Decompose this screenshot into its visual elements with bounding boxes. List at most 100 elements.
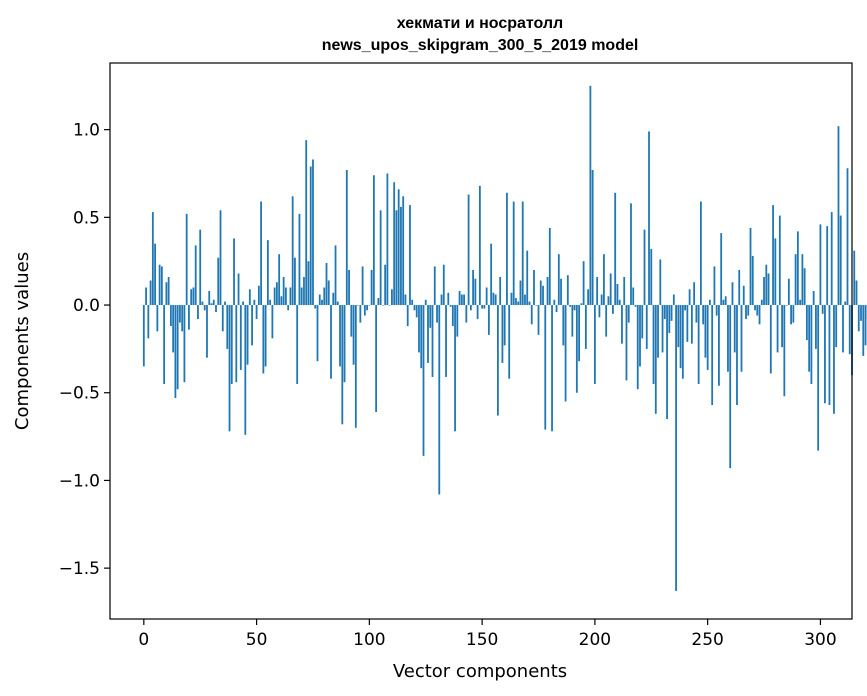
- bar: [555, 305, 558, 313]
- bar: [179, 305, 181, 323]
- bar: [648, 131, 650, 306]
- bar: [359, 305, 362, 323]
- bar: [817, 305, 820, 451]
- bar: [783, 305, 786, 397]
- bar: [596, 276, 599, 306]
- bar: [201, 301, 204, 306]
- bar: [393, 182, 396, 306]
- bar: [803, 268, 806, 306]
- bar: [228, 305, 231, 432]
- bar: [474, 278, 477, 306]
- bar: [203, 305, 206, 311]
- bar: [519, 280, 522, 306]
- bar: [792, 305, 795, 323]
- x-tick-label: 150: [466, 630, 498, 650]
- bar: [684, 305, 686, 311]
- bar: [512, 201, 515, 306]
- bar: [463, 294, 465, 306]
- bar: [291, 196, 294, 306]
- bar: [366, 305, 368, 311]
- bar: [767, 273, 770, 306]
- bar: [747, 305, 750, 316]
- bar: [546, 276, 549, 306]
- bar: [251, 305, 253, 346]
- bar: [469, 305, 472, 311]
- bar: [402, 196, 405, 306]
- bar: [483, 305, 486, 309]
- y-tick-label: 0.5: [73, 208, 100, 228]
- bar: [808, 305, 811, 372]
- bar: [548, 227, 551, 306]
- bar: [321, 299, 323, 306]
- bar: [260, 201, 262, 306]
- bar: [607, 296, 610, 306]
- bar: [524, 294, 526, 306]
- bar: [388, 305, 391, 306]
- bar: [327, 280, 330, 306]
- bar: [839, 215, 842, 306]
- bar: [176, 305, 179, 390]
- bar: [848, 305, 851, 355]
- bar: [609, 273, 612, 306]
- bar: [336, 301, 339, 306]
- bar: [627, 305, 630, 323]
- bar: [266, 240, 269, 306]
- bar: [612, 305, 614, 314]
- bar: [499, 276, 502, 306]
- bar: [411, 299, 414, 306]
- bar: [418, 305, 420, 353]
- bar: [826, 226, 829, 306]
- bar: [275, 282, 278, 306]
- bar: [661, 305, 664, 353]
- bar: [181, 305, 184, 332]
- bar: [208, 291, 211, 306]
- bar: [409, 205, 411, 306]
- bar: [391, 289, 393, 306]
- bar: [230, 305, 233, 384]
- chart-title-line2: news_upos_skipgram_300_5_2019 model: [322, 37, 639, 54]
- bar: [197, 305, 199, 320]
- bar: [169, 305, 172, 327]
- bar: [454, 305, 456, 432]
- bar: [174, 305, 177, 398]
- bar: [621, 305, 623, 344]
- bar: [307, 261, 310, 306]
- bar: [535, 305, 538, 306]
- x-tick-label: 100: [353, 630, 385, 650]
- bar: [381, 305, 384, 306]
- bar: [235, 305, 238, 383]
- bar: [787, 278, 790, 306]
- bar: [778, 215, 781, 306]
- bar: [675, 305, 677, 591]
- bar: [467, 194, 470, 306]
- bar: [815, 305, 817, 349]
- bar: [742, 285, 745, 306]
- bar: [343, 305, 346, 383]
- bar: [314, 305, 317, 309]
- bar: [526, 250, 529, 306]
- chart-title-line1: хекмати и носратолл: [397, 15, 563, 32]
- bar: [835, 305, 838, 348]
- bar: [246, 305, 249, 365]
- bar: [318, 294, 321, 306]
- bar: [736, 305, 738, 406]
- bar: [810, 305, 813, 384]
- bar: [217, 257, 220, 306]
- bar: [269, 299, 272, 306]
- bar: [537, 305, 540, 335]
- bar: [253, 299, 256, 306]
- bar: [515, 298, 517, 306]
- bar: [603, 254, 605, 306]
- bar: [794, 254, 797, 306]
- bar: [415, 305, 418, 318]
- bar: [273, 287, 276, 306]
- bar: [641, 305, 644, 339]
- bar: [749, 227, 752, 306]
- bar: [221, 305, 224, 332]
- bar: [699, 201, 702, 306]
- bar: [309, 166, 312, 306]
- bar: [564, 305, 567, 402]
- bar: [769, 305, 772, 374]
- bar: [630, 203, 632, 306]
- bar: [639, 305, 641, 367]
